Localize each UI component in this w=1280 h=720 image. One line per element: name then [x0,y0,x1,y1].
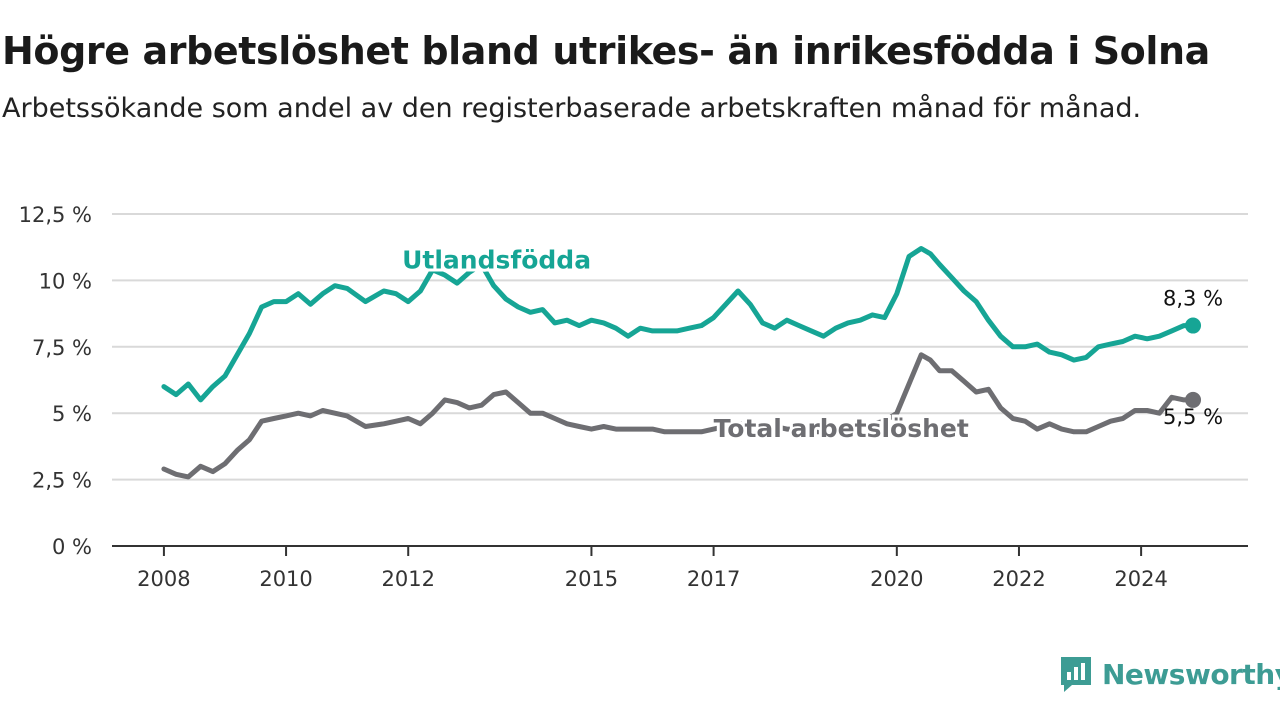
x-axis-ticks: 2008 2010 2012 2015 2017 2020 2022 2024 [137,546,1168,591]
newsworthy-logo[interactable]: Newsworthy [1058,652,1280,696]
newsworthy-chart-icon [1061,657,1091,692]
line-chart: 0 %2,5 %5 %7,5 %10 %12,5 % 2008 2010 2012 2… [19,203,1248,591]
series-line [161,352,1196,480]
series-end-point [1185,317,1202,334]
chart-title: Högre arbetslöshet bland utrikes- än inr… [2,29,1210,73]
series-labels: Utlandsfödda 8,3 % Total arbetslöshet 5,5 % [399,242,1223,446]
series-name-label: Utlandsfödda [402,245,591,274]
logo-text: Newsworthy [1102,657,1280,691]
chart-subtitle: Arbetssökande som andel av den registerb… [2,93,1142,124]
x-tick-label: 2020 [870,567,923,591]
series-line [161,246,1196,403]
y-tick-label: 5 % [52,402,92,426]
y-tick-label: 7,5 % [32,336,92,360]
series-name-label: Total arbetslöshet [714,414,969,443]
x-tick-label: 2024 [1114,567,1167,591]
x-tick-label: 2008 [137,567,190,591]
x-tick-label: 2012 [381,567,434,591]
x-tick-label: 2015 [565,567,618,591]
series-end-label: 8,3 % [1163,287,1223,311]
series [161,246,1202,480]
series-end-label: 5,5 % [1163,405,1223,429]
y-tick-label: 12,5 % [19,203,92,227]
grid [112,213,1248,481]
y-axis-ticks: 0 % 2,5 % 5 % 7,5 % 10 % 12,5 % [19,203,92,559]
x-tick-label: 2017 [687,567,740,591]
series-end-point [1185,391,1202,408]
x-tick-label: 2010 [259,567,312,591]
y-tick-label: 2,5 % [32,469,92,493]
x-tick-label: 2022 [992,567,1045,591]
y-tick-label: 10 % [39,269,92,293]
y-tick-label: 0 % [52,535,92,559]
